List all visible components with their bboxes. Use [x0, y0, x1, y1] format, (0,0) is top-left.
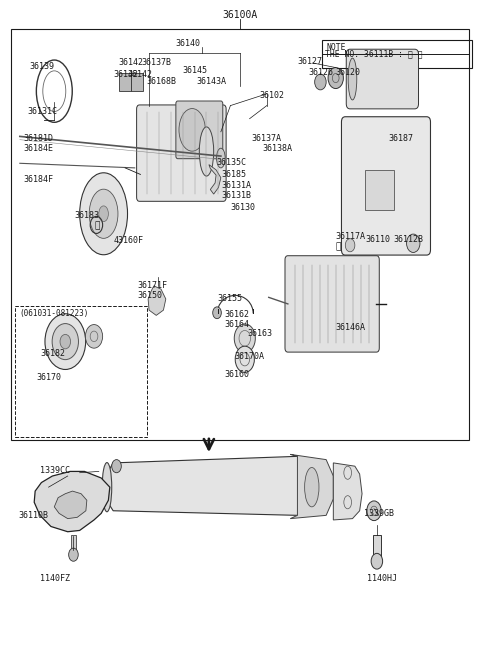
- Text: 36145: 36145: [182, 66, 207, 76]
- Ellipse shape: [199, 127, 214, 176]
- Text: 36163: 36163: [247, 328, 272, 338]
- Text: ①: ①: [95, 221, 100, 230]
- Circle shape: [213, 307, 221, 319]
- Ellipse shape: [80, 173, 128, 255]
- Bar: [365, 170, 394, 210]
- Polygon shape: [209, 165, 221, 194]
- Text: 36117A: 36117A: [336, 232, 366, 241]
- Text: 36110B: 36110B: [19, 511, 49, 520]
- Text: 36100A: 36100A: [222, 10, 258, 20]
- Text: 36135C: 36135C: [216, 158, 246, 167]
- Ellipse shape: [60, 334, 71, 349]
- Text: 36142: 36142: [118, 58, 143, 68]
- Bar: [11, 29, 469, 440]
- Circle shape: [371, 553, 383, 569]
- Text: 36160: 36160: [225, 370, 250, 379]
- Text: 36183: 36183: [75, 212, 100, 220]
- Text: 36168B: 36168B: [147, 78, 177, 87]
- Text: NOTE: NOTE: [326, 43, 346, 53]
- Circle shape: [345, 238, 355, 252]
- Polygon shape: [34, 472, 110, 532]
- Text: 36130: 36130: [230, 203, 255, 212]
- Bar: [120, 73, 131, 91]
- Text: 36171F: 36171F: [137, 281, 167, 290]
- Text: 36150: 36150: [137, 291, 162, 300]
- Text: 36126: 36126: [309, 68, 334, 77]
- Text: 36112B: 36112B: [393, 235, 423, 244]
- Text: 36185: 36185: [222, 170, 247, 179]
- Ellipse shape: [89, 189, 118, 238]
- Text: 1339CC: 1339CC: [40, 466, 70, 475]
- Text: 1140FZ: 1140FZ: [40, 574, 70, 583]
- Circle shape: [85, 325, 103, 348]
- Text: 1339GB: 1339GB: [364, 509, 395, 518]
- Ellipse shape: [102, 463, 112, 512]
- Text: 36184F: 36184F: [24, 175, 54, 184]
- Ellipse shape: [179, 108, 205, 151]
- Text: 36142: 36142: [113, 70, 138, 79]
- Text: 36120: 36120: [336, 68, 361, 77]
- Bar: [15, 306, 147, 437]
- Text: 36142: 36142: [128, 70, 153, 79]
- Polygon shape: [290, 455, 333, 518]
- Text: THE NO. 36111B : ①-②: THE NO. 36111B : ①-②: [324, 49, 422, 58]
- Text: (061031-081223): (061031-081223): [19, 309, 88, 318]
- Text: 36140: 36140: [175, 39, 200, 48]
- Text: ②: ②: [336, 242, 341, 252]
- Text: 36102: 36102: [259, 91, 284, 100]
- Text: 36137A: 36137A: [251, 134, 281, 143]
- Text: 36138A: 36138A: [263, 145, 292, 153]
- Circle shape: [235, 346, 254, 373]
- Bar: [323, 40, 472, 68]
- Text: 36146A: 36146A: [336, 323, 366, 332]
- Text: 43160F: 43160F: [113, 236, 143, 245]
- Text: 36131A: 36131A: [222, 181, 252, 190]
- Circle shape: [69, 548, 78, 561]
- Circle shape: [315, 74, 326, 90]
- Ellipse shape: [305, 468, 319, 507]
- Text: 36143A: 36143A: [196, 78, 226, 87]
- Text: 36170A: 36170A: [234, 351, 264, 361]
- Text: 36110: 36110: [365, 235, 390, 244]
- FancyBboxPatch shape: [346, 49, 419, 109]
- FancyBboxPatch shape: [341, 117, 431, 255]
- Text: 36139: 36139: [29, 62, 54, 71]
- Circle shape: [112, 460, 121, 473]
- Bar: [71, 535, 76, 553]
- Polygon shape: [148, 286, 166, 315]
- Text: 36187: 36187: [388, 134, 413, 143]
- Circle shape: [328, 68, 343, 89]
- Circle shape: [234, 324, 255, 353]
- Text: 36137B: 36137B: [142, 58, 172, 68]
- Text: 36155: 36155: [217, 294, 242, 304]
- Text: 1140HJ: 1140HJ: [367, 574, 397, 583]
- Ellipse shape: [348, 58, 357, 100]
- Ellipse shape: [52, 324, 78, 359]
- FancyBboxPatch shape: [285, 256, 379, 352]
- Text: 36131C: 36131C: [27, 107, 57, 116]
- Polygon shape: [104, 457, 307, 515]
- Circle shape: [407, 234, 420, 252]
- FancyBboxPatch shape: [137, 105, 226, 201]
- FancyBboxPatch shape: [176, 101, 223, 159]
- Circle shape: [367, 501, 381, 520]
- Text: 36181D: 36181D: [24, 134, 54, 143]
- Ellipse shape: [99, 206, 108, 221]
- Text: 36162: 36162: [225, 310, 250, 319]
- Bar: [372, 535, 381, 561]
- Text: 36182: 36182: [40, 349, 65, 358]
- Polygon shape: [333, 463, 362, 520]
- Text: 36170: 36170: [36, 373, 61, 382]
- Text: 36184E: 36184E: [24, 144, 54, 152]
- Text: 36131B: 36131B: [222, 191, 252, 200]
- Ellipse shape: [216, 148, 225, 168]
- Polygon shape: [54, 491, 87, 518]
- Text: 36164: 36164: [225, 320, 250, 329]
- Text: 36127: 36127: [298, 57, 323, 66]
- Bar: [132, 73, 143, 91]
- Ellipse shape: [45, 314, 85, 369]
